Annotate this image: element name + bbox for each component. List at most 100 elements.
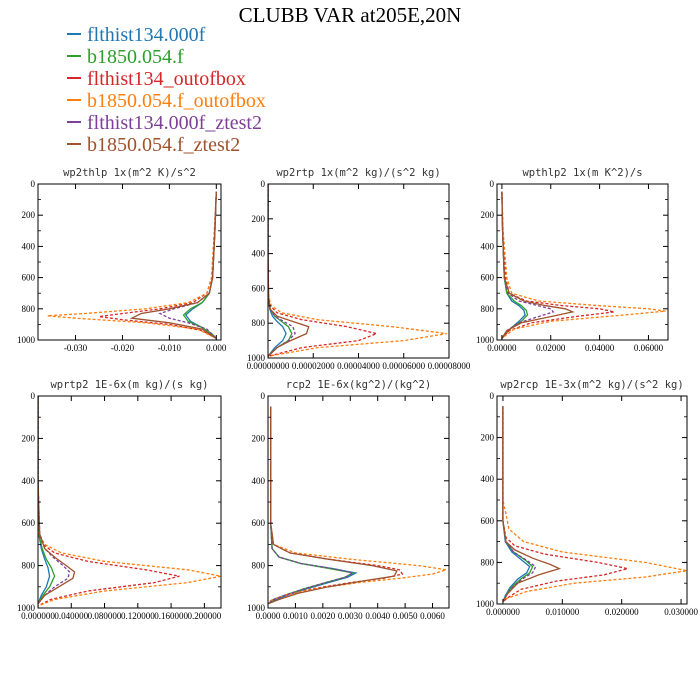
- series-group: [47, 191, 217, 339]
- chart-panel-5: rcp2 1E-6x(kg^2)/(kg^2) 0 200 400 600 800 1000…: [247, 379, 450, 621]
- series-group: [268, 406, 447, 605]
- x-tick-label: 0.010000: [545, 607, 579, 617]
- y-tick-label: 1000: [17, 335, 36, 345]
- y-tick-label: 600: [22, 273, 36, 283]
- series-line-flthist134-outofbox: [38, 396, 180, 607]
- series-line-flthist134-outofbox: [268, 184, 379, 357]
- series-line-b1850-054-f-outofbox: [268, 184, 447, 357]
- legend-swatch-icon: [67, 143, 81, 146]
- chart-panel-3: wpthlp2 1x(m K^2)/s 0 200 400 600 800 10000.00…: [476, 167, 669, 353]
- series-line-flthist134-000f: [501, 191, 526, 339]
- x-tick-label: 0.00006000: [382, 361, 425, 371]
- y-tick-label: 200: [22, 210, 36, 220]
- x-tick-label: 0.00000000: [247, 361, 290, 371]
- chart-panel-1: wp2thlp 1x(m^2 K)/s^2 0 200 400 600 800 1000 -0…: [17, 167, 227, 353]
- series-line-flthist134-000f: [268, 406, 358, 605]
- series-line-b1850-054-f-outofbox: [268, 406, 447, 603]
- y-tick-label: 1000: [247, 603, 266, 613]
- y-tick-label: 0: [261, 179, 266, 189]
- series-line-flthist134-000f: [502, 406, 531, 603]
- y-tick-label: 200: [252, 214, 266, 224]
- x-tick-label: 0.020000: [605, 607, 639, 617]
- figure-title: CLUBB VAR at205E,20N: [238, 3, 462, 27]
- x-tick-label: 0.000000: [486, 607, 520, 617]
- y-tick-label: 400: [22, 241, 36, 251]
- y-tick-label: 1000: [476, 335, 495, 345]
- x-tick-label: 0.00008000: [428, 361, 471, 371]
- series-line-b1850-054-f-ztest2: [502, 406, 562, 603]
- legend-item-flthist134-000f-ztest2: flthist134.000f_ztest2: [67, 112, 266, 134]
- y-tick-label: 1000: [247, 353, 266, 363]
- plot-frame: [37, 395, 222, 609]
- chart-panel-6: wp2rcp 1E-3x(m^2 kg)/(s^2 kg) 0 200 400 600 8…: [476, 379, 698, 617]
- x-tick-label: 0.04000: [585, 343, 615, 353]
- legend-swatch-icon: [67, 121, 81, 124]
- x-tick-label: 0.120000: [121, 611, 155, 621]
- legend-item-b1850-054-f-outofbox: b1850.054.f_outofbox: [67, 90, 266, 112]
- legend-label: b1850.054.f: [87, 46, 184, 68]
- panel-title: wp2thlp 1x(m^2 K)/s^2: [63, 167, 196, 179]
- series-line-b1850-054-f: [268, 184, 293, 357]
- legend-item-flthist134-outofbox: flthist134_outofbox: [67, 68, 266, 90]
- legend-label: flthist134.000f_ztest2: [87, 112, 262, 134]
- series-line-b1850-054-f-ztest2: [129, 191, 217, 339]
- y-tick-label: 200: [22, 433, 36, 443]
- y-tick-label: 400: [252, 249, 266, 259]
- x-tick-label: 0.00004000: [337, 361, 380, 371]
- plot-frame: [37, 183, 222, 341]
- y-tick-label: 200: [252, 433, 266, 443]
- x-tick-label: 0.00000: [487, 343, 517, 353]
- legend-label: flthist134_outofbox: [87, 68, 246, 90]
- series-line-b1850-054-f: [38, 396, 56, 605]
- y-tick-label: 400: [481, 474, 495, 484]
- x-tick-label: 0.160000: [154, 611, 188, 621]
- y-tick-label: 600: [481, 516, 495, 526]
- series-group: [502, 406, 687, 603]
- chart-panel-2: wp2rtp 1x(m^2 kg)/(s^2 kg) 0 200 400 600 800 1…: [247, 167, 471, 371]
- x-tick-label: 0.040000: [54, 611, 88, 621]
- y-tick-label: 600: [252, 518, 266, 528]
- panel-title: wpthlp2 1x(m K^2)/s: [522, 167, 642, 179]
- series-line-b1850-054-f: [268, 406, 355, 605]
- series-group: [268, 184, 447, 357]
- x-tick-label: -0.020: [111, 343, 135, 353]
- series-group: [38, 396, 221, 607]
- y-tick-label: 800: [481, 557, 495, 567]
- x-tick-label: 0.030000: [664, 607, 698, 617]
- y-tick-label: 800: [22, 561, 36, 571]
- series-line-b1850-054-f: [502, 406, 534, 603]
- y-tick-label: 800: [252, 561, 266, 571]
- x-tick-label: 0.000000: [21, 611, 55, 621]
- series-line-b1850-054-f-ztest2: [501, 191, 575, 339]
- series-line-flthist134-outofbox: [268, 406, 404, 603]
- y-tick-label: 0: [490, 391, 495, 401]
- x-tick-label: 0.0050: [393, 611, 418, 621]
- y-tick-label: 800: [22, 304, 36, 314]
- series-line-flthist134-000f-ztest2: [501, 191, 555, 339]
- x-tick-label: 0.200000: [187, 611, 221, 621]
- panel-title: wp2rcp 1E-3x(m^2 kg)/(s^2 kg): [500, 379, 683, 391]
- series-group: [501, 191, 666, 339]
- series-line-flthist134-000f-ztest2: [268, 406, 355, 605]
- x-tick-label: 0.06000: [634, 343, 664, 353]
- y-tick-label: 200: [481, 433, 495, 443]
- series-line-b1850-054-f-ztest2: [268, 406, 398, 605]
- series-line-flthist134-outofbox: [98, 191, 217, 339]
- series-line-b1850-054-f-ztest2: [38, 396, 76, 605]
- x-tick-label: 0.0010: [283, 611, 308, 621]
- chart-panel-4: wprtp2 1E-6x(m kg)/(s kg) 0 200 400 600 800 10…: [17, 379, 222, 621]
- series-line-flthist134-000f-ztest2: [268, 184, 296, 357]
- y-tick-label: 0: [31, 391, 36, 401]
- y-tick-label: 1000: [17, 603, 36, 613]
- series-line-flthist134-000f: [184, 191, 217, 339]
- legend-label: flthist134.000f: [87, 24, 206, 46]
- series-line-b1850-054-f-outofbox: [502, 406, 687, 601]
- x-tick-label: 0.0020: [310, 611, 335, 621]
- y-tick-label: 600: [481, 273, 495, 283]
- series-line-flthist134-outofbox: [502, 406, 628, 603]
- y-tick-label: 400: [22, 476, 36, 486]
- legend-item-b1850-054-f: b1850.054.f: [67, 46, 266, 68]
- panel-title: wprtp2 1E-6x(m kg)/(s kg): [50, 379, 208, 391]
- x-tick-label: 0.02000: [536, 343, 566, 353]
- x-tick-label: 0.000: [206, 343, 227, 353]
